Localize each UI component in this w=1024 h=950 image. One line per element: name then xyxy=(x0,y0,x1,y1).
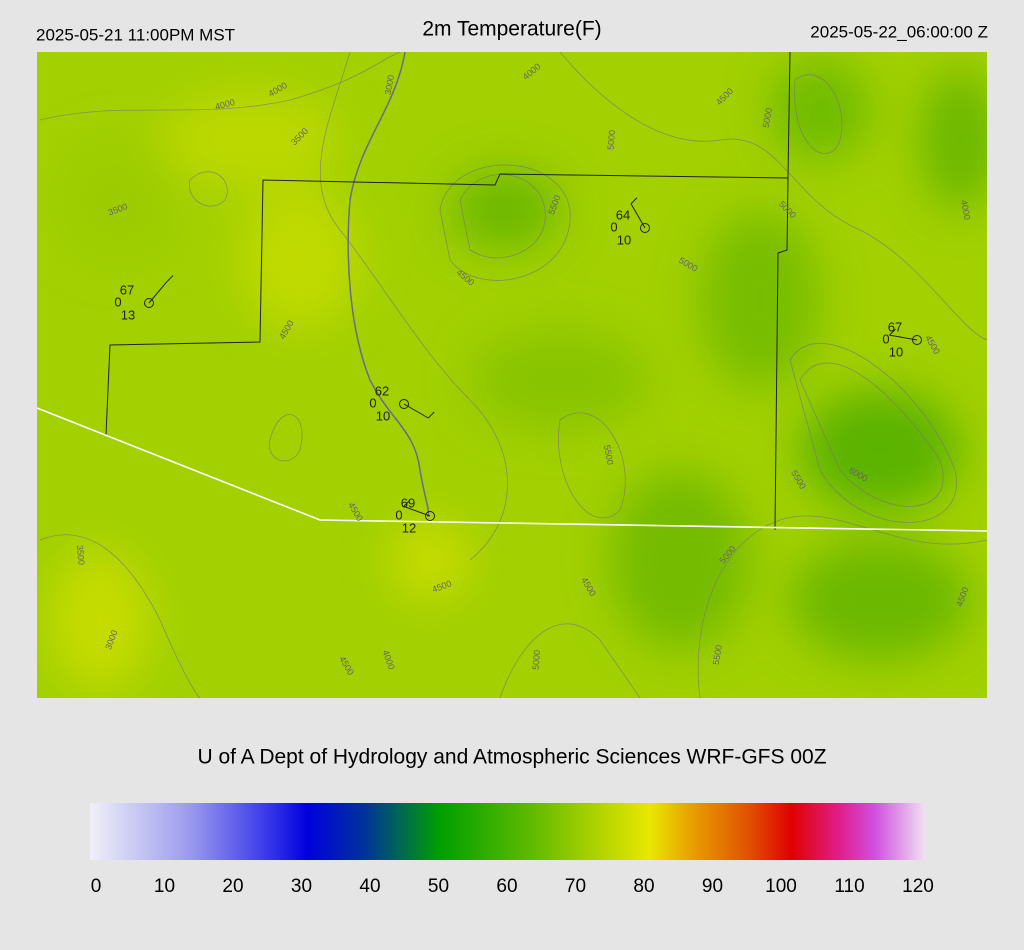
river xyxy=(347,52,430,518)
station-wind-speed: 10 xyxy=(617,232,631,247)
colorbar-ticks: 0 10 20 30 40 50 60 70 80 90 100 110 120 xyxy=(91,876,934,897)
station-circle xyxy=(640,223,650,233)
colorbar-tick-label: 60 xyxy=(496,876,517,897)
contour-label: 3000 xyxy=(383,74,396,95)
contour-label: 3500 xyxy=(75,545,87,566)
wind-barb-flag xyxy=(889,328,896,336)
border xyxy=(37,407,987,532)
wind-barb-flag xyxy=(403,500,411,507)
wind-barb xyxy=(403,403,429,419)
local-time: 2025-05-21 11:00PM MST xyxy=(36,25,235,44)
colorbar-tick-label: 120 xyxy=(902,876,934,897)
station-wind-speed: 10 xyxy=(376,408,390,423)
station-dewpoint: 0 xyxy=(114,294,121,309)
wind-barb-flag xyxy=(630,197,638,205)
colorbar-tick-label: 20 xyxy=(222,876,243,897)
station-circle xyxy=(912,335,922,345)
colorbar-tick-label: 10 xyxy=(154,876,175,897)
wind-barb xyxy=(630,203,646,229)
wind-barb xyxy=(148,281,168,304)
station-wind-speed: 12 xyxy=(402,520,416,535)
colorbar-tick-label: 30 xyxy=(291,876,312,897)
colorbar xyxy=(90,803,925,860)
contour-lines xyxy=(39,52,987,698)
station-wind-speed: 10 xyxy=(889,344,903,359)
boundaries xyxy=(105,52,791,531)
station-temperature: 62 xyxy=(375,383,389,398)
colorbar-tick-label: 70 xyxy=(565,876,586,897)
contour-label: 5000 xyxy=(606,130,618,151)
contour-label: 5500 xyxy=(602,444,615,465)
colorbar-tick-label: 80 xyxy=(633,876,654,897)
station-circle xyxy=(399,399,409,409)
wind-barb-flag xyxy=(427,411,435,419)
station-temperature: 67 xyxy=(888,319,902,334)
station-temperature: 64 xyxy=(616,207,630,222)
contour-label: 5500 xyxy=(711,644,724,665)
colorbar-tick-label: 50 xyxy=(428,876,449,897)
wind-barb xyxy=(889,334,918,341)
station-temperature: 67 xyxy=(120,282,134,297)
station-dewpoint: 0 xyxy=(882,331,889,346)
colorbar-tick-label: 0 xyxy=(91,876,102,897)
temperature-shading xyxy=(50,60,987,690)
station-dewpoint: 0 xyxy=(369,395,376,410)
colorbar-tick-label: 110 xyxy=(834,876,864,897)
station-circle xyxy=(144,298,154,308)
station-wind-speed: 13 xyxy=(121,307,135,322)
contour-label: 5000 xyxy=(761,107,774,128)
station-dewpoint: 0 xyxy=(395,507,402,522)
colorbar-tick-label: 90 xyxy=(702,876,723,897)
station-temperature: 69 xyxy=(401,495,415,510)
colorbar-tick-label: 40 xyxy=(359,876,380,897)
station-circle xyxy=(425,511,435,521)
credit: U of A Dept of Hydrology and Atmospheric… xyxy=(197,746,826,769)
colorbar-tick-label: 100 xyxy=(765,876,797,897)
wind-barb-flag xyxy=(166,275,174,282)
station-dewpoint: 0 xyxy=(610,219,617,234)
map-title: 2m Temperature(F) xyxy=(422,18,601,41)
contour-label: 5000 xyxy=(531,650,543,671)
wind-barb xyxy=(403,505,431,517)
contour-label: 4000 xyxy=(959,199,972,220)
valid-time: 2025-05-22_06:00:00 Z xyxy=(810,22,988,41)
